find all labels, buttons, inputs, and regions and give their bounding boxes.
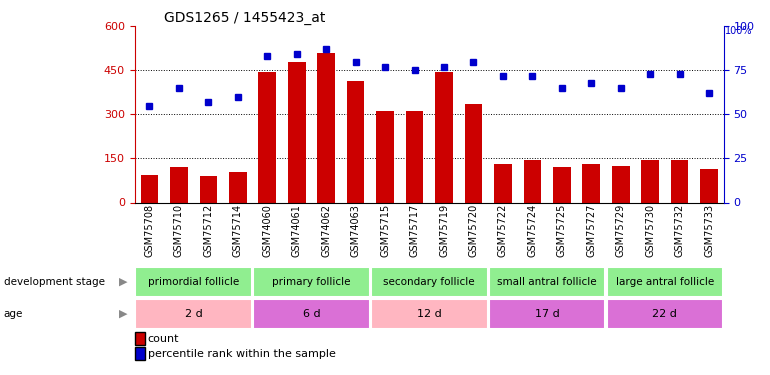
Bar xyxy=(259,72,276,202)
Bar xyxy=(136,267,252,297)
Text: 17 d: 17 d xyxy=(534,309,560,319)
Bar xyxy=(346,81,364,203)
Bar xyxy=(435,72,453,202)
Bar xyxy=(170,167,188,202)
Bar xyxy=(288,62,306,202)
Text: GSM75724: GSM75724 xyxy=(527,204,537,257)
Bar xyxy=(494,164,512,202)
Text: 2 d: 2 d xyxy=(185,309,203,319)
Text: GDS1265 / 1455423_at: GDS1265 / 1455423_at xyxy=(164,11,326,25)
Text: 6 d: 6 d xyxy=(303,309,320,319)
Text: GSM75720: GSM75720 xyxy=(468,204,478,257)
Text: GSM74061: GSM74061 xyxy=(292,204,302,257)
Text: GSM75730: GSM75730 xyxy=(645,204,655,257)
Bar xyxy=(489,299,605,329)
Bar xyxy=(406,111,424,202)
Text: small antral follicle: small antral follicle xyxy=(497,277,597,287)
Text: ▶: ▶ xyxy=(119,309,128,319)
Text: percentile rank within the sample: percentile rank within the sample xyxy=(148,349,336,358)
Text: primary follicle: primary follicle xyxy=(273,277,350,287)
Text: primordial follicle: primordial follicle xyxy=(148,277,239,287)
Bar xyxy=(553,167,571,202)
Text: GSM75708: GSM75708 xyxy=(145,204,155,257)
Text: GSM75719: GSM75719 xyxy=(439,204,449,257)
Text: GSM74060: GSM74060 xyxy=(263,204,273,257)
Bar xyxy=(524,160,541,202)
Text: large antral follicle: large antral follicle xyxy=(616,277,714,287)
Text: GSM74063: GSM74063 xyxy=(350,204,360,257)
Text: GSM75712: GSM75712 xyxy=(203,204,213,257)
Text: GSM75722: GSM75722 xyxy=(498,204,508,257)
Text: secondary follicle: secondary follicle xyxy=(383,277,475,287)
Bar xyxy=(607,267,723,297)
Text: GSM75710: GSM75710 xyxy=(174,204,184,257)
Bar xyxy=(136,299,252,329)
Text: 12 d: 12 d xyxy=(417,309,442,319)
Text: count: count xyxy=(148,334,179,344)
Bar xyxy=(582,164,600,202)
Bar xyxy=(700,169,718,202)
Bar xyxy=(489,267,605,297)
Text: GSM75725: GSM75725 xyxy=(557,204,567,257)
Text: GSM74062: GSM74062 xyxy=(321,204,331,257)
Bar xyxy=(317,53,335,202)
Bar xyxy=(371,299,487,329)
Bar xyxy=(607,299,723,329)
Text: GSM75729: GSM75729 xyxy=(616,204,626,257)
Bar xyxy=(641,160,659,202)
Text: GSM75714: GSM75714 xyxy=(233,204,243,257)
Bar xyxy=(612,166,630,202)
Bar xyxy=(377,111,394,202)
Bar xyxy=(141,175,159,202)
Text: GSM75715: GSM75715 xyxy=(380,204,390,257)
Bar xyxy=(253,267,370,297)
Bar xyxy=(199,176,217,203)
Bar xyxy=(371,267,487,297)
Text: GSM75733: GSM75733 xyxy=(704,204,714,257)
Text: 22 d: 22 d xyxy=(652,309,678,319)
Text: GSM75727: GSM75727 xyxy=(586,204,596,257)
Text: 100%: 100% xyxy=(725,26,752,36)
Bar xyxy=(671,160,688,202)
Bar xyxy=(464,104,482,202)
Text: ▶: ▶ xyxy=(119,277,128,287)
Bar xyxy=(253,299,370,329)
Text: GSM75717: GSM75717 xyxy=(410,204,420,257)
Text: GSM75732: GSM75732 xyxy=(675,204,685,257)
Text: development stage: development stage xyxy=(4,277,105,287)
Bar xyxy=(229,172,246,202)
Text: age: age xyxy=(4,309,23,319)
